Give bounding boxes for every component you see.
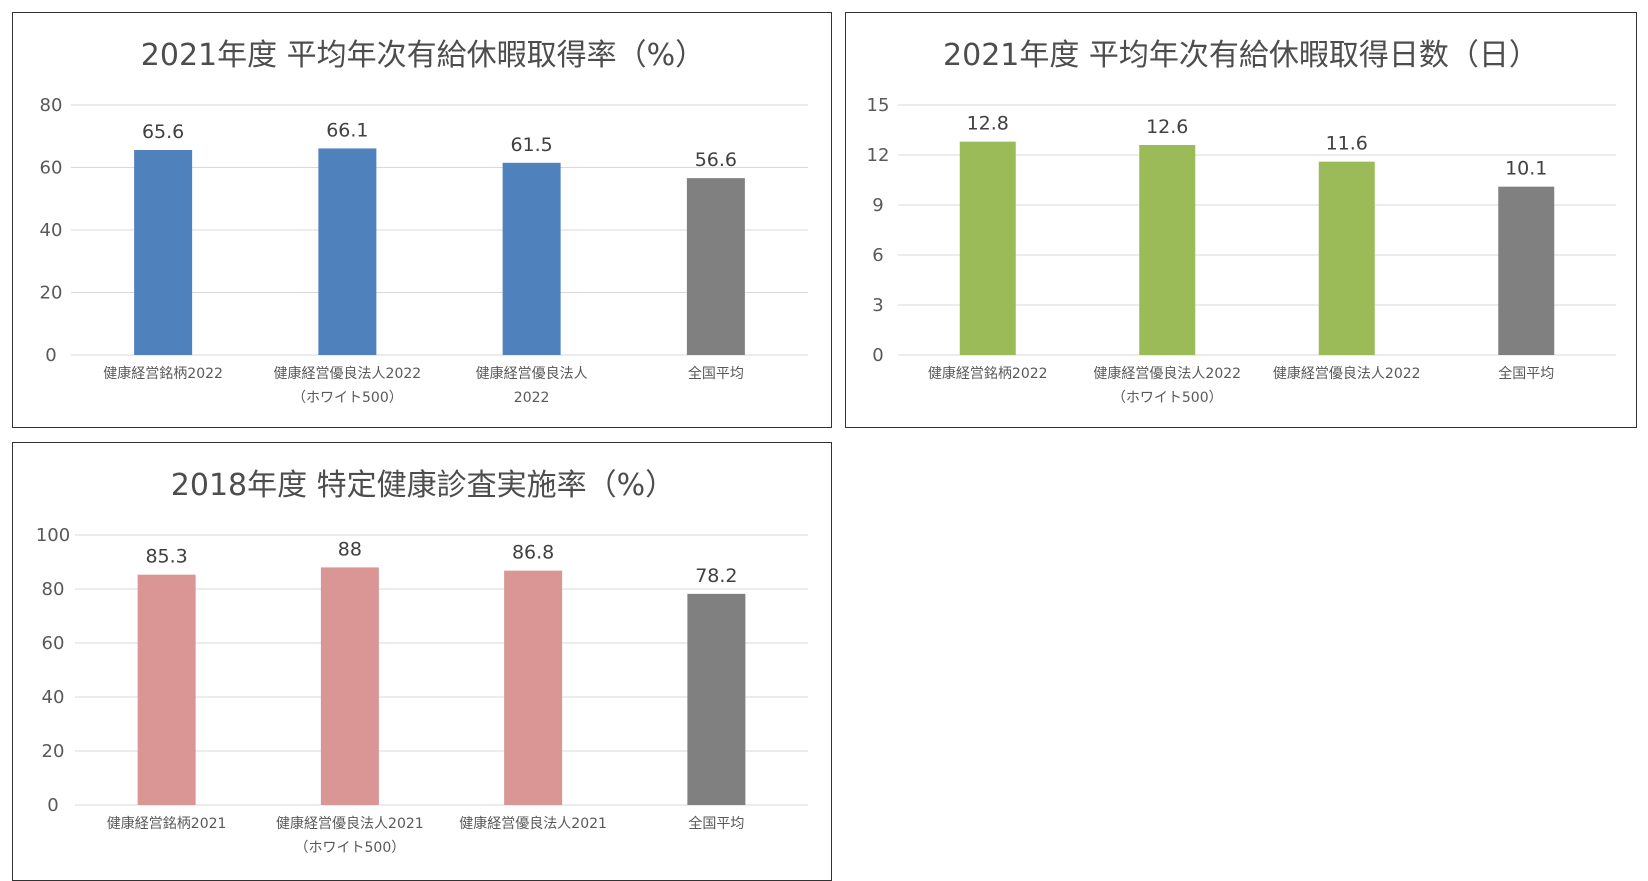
data-label: 88 <box>338 538 362 560</box>
category-label: （ホワイト500） <box>1112 390 1223 406</box>
chart-panel-leave-days: 2021年度 平均年次有給休暇取得日数（日） 0 3 6 9 12 15 12.8 健康経営銘柄… <box>845 12 1637 428</box>
category-label: 全国平均 <box>1498 365 1554 382</box>
y-tick-label: 0 <box>47 795 58 816</box>
category-label: （ホワイト500） <box>292 390 403 406</box>
data-label: 10.1 <box>1505 158 1547 180</box>
chart-title: 2021年度 平均年次有給休暇取得率（%） <box>141 38 705 73</box>
bar <box>1498 186 1555 355</box>
data-label: 11.6 <box>1326 133 1368 155</box>
chart-leave-days: 2021年度 平均年次有給休暇取得日数（日） 0 3 6 9 12 15 12.8 健康経営銘柄… <box>867 38 1616 406</box>
data-label: 86.8 <box>512 542 554 564</box>
y-tick-label: 0 <box>45 345 56 366</box>
bar <box>320 567 379 805</box>
category-label: 健康経営銘柄2021 <box>107 815 227 832</box>
chart-panel-leave-rate: 2021年度 平均年次有給休暇取得率（%） 0 20 40 60 80 65.6 健康経営銘柄… <box>12 12 832 428</box>
category-label: 健康経営銘柄2022 <box>103 365 223 382</box>
chart-health-checkup: 2018年度 特定健康診査実施率（%） 0 20 40 60 80 100 85.3 健康経営銘… <box>36 468 808 856</box>
y-tick-label: 100 <box>36 525 70 546</box>
category-label: 健康経営優良法人2021 <box>459 815 607 832</box>
chart-title: 2018年度 特定健康診査実施率（%） <box>171 468 675 503</box>
bar <box>687 593 746 805</box>
category-label: 健康経営銘柄2022 <box>928 365 1048 382</box>
data-label: 12.8 <box>967 113 1009 135</box>
y-tick-label: 80 <box>40 95 63 116</box>
data-label: 61.5 <box>510 134 552 156</box>
y-tick-label: 15 <box>867 95 890 116</box>
bar <box>504 570 563 805</box>
category-label: 健康経営優良法人2022 <box>1093 365 1241 382</box>
y-tick-label: 9 <box>872 195 883 216</box>
data-label: 78.2 <box>695 565 737 587</box>
data-label: 56.6 <box>695 149 737 171</box>
category-label: 2022 <box>514 390 550 406</box>
y-tick-label: 80 <box>42 579 65 600</box>
bar <box>1318 161 1375 355</box>
y-tick-label: 60 <box>42 633 65 654</box>
category-label: 健康経営優良法人2022 <box>1273 365 1421 382</box>
bar <box>1139 145 1196 355</box>
bar <box>502 162 561 355</box>
data-label: 85.3 <box>145 546 187 568</box>
category-label: 全国平均 <box>688 365 744 382</box>
y-tick-label: 20 <box>40 283 63 304</box>
category-label: 健康経営優良法人2021 <box>276 815 424 832</box>
data-label: 12.6 <box>1146 116 1188 138</box>
category-label: （ホワイト500） <box>295 840 406 856</box>
data-label: 66.1 <box>326 119 368 141</box>
bar <box>959 141 1016 355</box>
chart-leave-rate: 2021年度 平均年次有給休暇取得率（%） 0 20 40 60 80 65.6 健康経営銘柄… <box>40 38 808 406</box>
category-label: 健康経営優良法人 <box>476 365 588 382</box>
y-tick-label: 6 <box>872 245 883 266</box>
bar <box>318 148 377 355</box>
category-label: 健康経営優良法人2022 <box>274 365 422 382</box>
y-tick-label: 3 <box>872 295 883 316</box>
chart-title: 2021年度 平均年次有給休暇取得日数（日） <box>943 38 1539 73</box>
chart-panel-health-checkup: 2018年度 特定健康診査実施率（%） 0 20 40 60 80 100 85.3 健康経営銘… <box>12 442 832 881</box>
y-tick-label: 0 <box>872 345 883 366</box>
data-label: 65.6 <box>142 121 184 143</box>
bar <box>686 178 745 355</box>
category-label: 全国平均 <box>688 815 744 832</box>
y-tick-label: 12 <box>867 145 890 166</box>
y-tick-label: 40 <box>40 220 63 241</box>
bar <box>134 150 193 355</box>
y-tick-label: 40 <box>42 687 65 708</box>
y-tick-label: 20 <box>42 741 65 762</box>
bar <box>137 574 196 805</box>
y-tick-label: 60 <box>40 158 63 179</box>
